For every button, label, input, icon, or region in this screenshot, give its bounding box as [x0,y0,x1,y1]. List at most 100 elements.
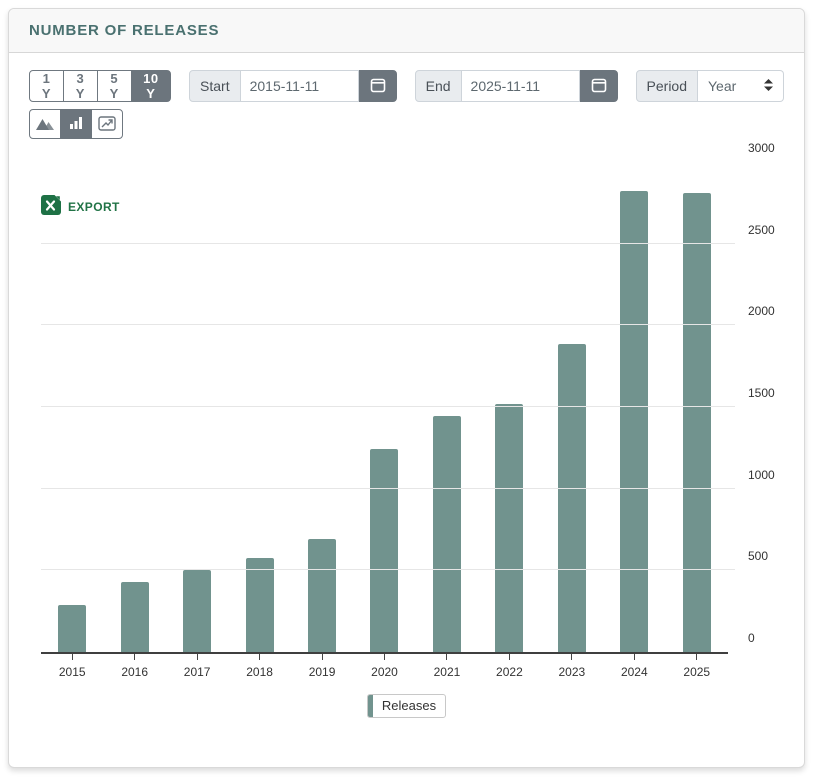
bar-slot [353,162,415,652]
gridline [41,242,735,244]
bar-2022[interactable] [495,403,524,652]
bar-slot [166,162,228,652]
controls-row: 1 Y3 Y5 Y10 Y Start End [29,70,784,102]
y-axis-label: 2500 [748,222,775,237]
range-button-5y[interactable]: 5 Y [96,70,132,102]
end-label: End [414,70,462,102]
y-axis-label: 3000 [748,141,775,155]
x-cell: 2015 [41,654,103,679]
legend-label: Releases [381,698,437,713]
x-cell: 2019 [291,654,353,679]
x-axis-label: 2016 [121,665,149,679]
legend: Releases [29,694,784,718]
range-button-10y[interactable]: 10 Y [130,70,172,102]
export-button-label: EXPORT [68,199,120,214]
x-cell: 2023 [541,654,603,679]
bar-2024[interactable] [620,191,649,652]
range-button-3y[interactable]: 3 Y [62,70,98,102]
chart-type-area[interactable] [29,109,61,139]
period-label: Period [635,70,698,102]
range-button-1y[interactable]: 1 Y [29,70,64,102]
x-cell: 2022 [478,654,540,679]
x-axis-label: 2019 [308,665,336,679]
x-axis: 2015 2016 2017 2018 2019 2020 2021 2022 2023 2024… [41,654,728,679]
x-tick [508,654,510,660]
bars [41,162,728,652]
x-tick [259,654,261,660]
x-tick [571,654,573,660]
bar-slot [541,162,603,652]
bar-chart-icon [68,116,84,133]
bar-2016[interactable] [120,581,149,652]
bar-2023[interactable] [557,344,586,652]
gridline [41,406,735,407]
bar-2025[interactable] [682,193,711,652]
bar-slot [416,162,478,652]
x-axis-label: 2017 [183,665,211,679]
x-axis-label: 2015 [58,665,86,679]
area-chart-icon [35,115,55,134]
bar-2015[interactable] [58,604,87,652]
plot: 0 500 1000 1500 2000 2500 3000 [41,141,775,654]
start-date-group: Start [189,70,397,102]
chart-type-group [29,109,784,139]
chart: EXPORT 0 500 1000 1500 2000 2500 3000 2015 2016… [29,141,784,718]
legend-item-releases[interactable]: Releases [366,694,447,718]
start-date-input[interactable] [240,70,359,102]
x-tick [71,654,73,660]
y-axis-label: 500 [748,549,769,564]
excel-file-icon [41,195,61,218]
x-cell: 2018 [228,654,290,679]
line-chart-icon [98,115,116,134]
y-axis-label: 2000 [748,304,775,319]
chart-type-bar[interactable] [60,109,92,139]
end-date-input[interactable] [461,70,580,102]
x-tick [633,654,635,660]
x-cell: 2021 [416,654,478,679]
calendar-icon [591,77,607,96]
x-cell: 2017 [166,654,228,679]
x-tick [696,654,698,660]
card-header: NUMBER OF RELEASES [9,9,804,53]
gridline [41,569,735,571]
bar-2020[interactable] [370,449,399,652]
bar-slot [603,162,665,652]
x-axis-label: 2020 [371,665,398,679]
start-calendar-button[interactable] [358,70,397,102]
bar-slot [103,162,165,652]
bar-2021[interactable] [432,415,461,652]
x-axis-label: 2024 [620,665,648,679]
x-cell: 2016 [103,654,165,679]
x-cell: 2025 [666,654,728,679]
period-select-value: Year [708,78,737,94]
x-axis-label: 2018 [246,665,273,679]
bar-2019[interactable] [308,539,337,652]
period-select[interactable]: Year [698,70,784,102]
x-tick [134,654,136,660]
start-label: Start [189,70,241,102]
bar-slot [228,162,290,652]
bar-2017[interactable] [183,570,212,652]
gridline [41,487,735,489]
period-group: Period Year [635,70,784,102]
y-axis-label: 1500 [748,386,775,400]
x-axis-label: 2025 [683,665,711,679]
export-button[interactable]: EXPORT [41,195,120,218]
gridline [41,324,735,326]
card-body: 1 Y3 Y5 Y10 Y Start End [9,53,804,718]
x-tick [383,654,385,660]
legend-color-marker [367,695,373,717]
x-cell: 2024 [603,654,665,679]
x-axis-label: 2023 [558,665,586,679]
chart-type-line[interactable] [91,109,123,139]
y-axis-label: 1000 [748,467,775,482]
x-tick [196,654,198,660]
y-axis-label: 0 [748,631,755,645]
bar-slot [478,162,540,652]
bar-2018[interactable] [245,558,274,652]
bar-slot [291,162,353,652]
calendar-icon [370,77,386,96]
end-calendar-button[interactable] [579,70,618,102]
